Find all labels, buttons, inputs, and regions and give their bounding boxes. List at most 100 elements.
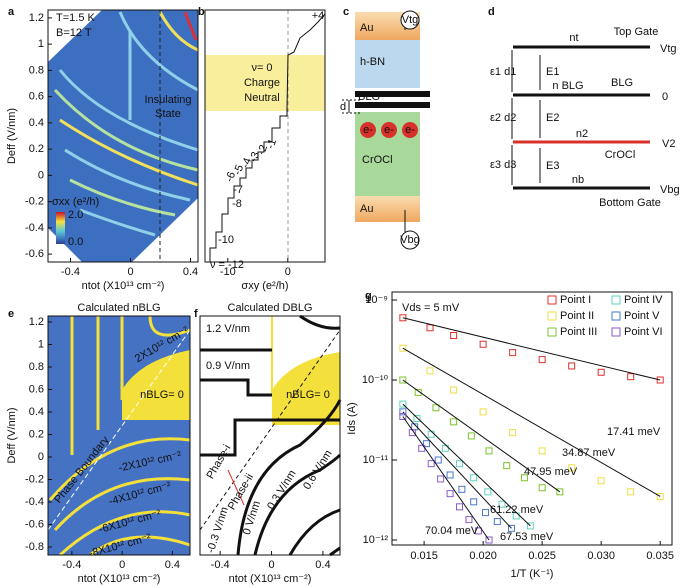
y-tick-label: 0 <box>38 451 44 463</box>
x-axis-label: σxy (e²/h) <box>241 280 288 292</box>
x-tick-label: 0.035 <box>646 550 674 562</box>
y-axis-label: Deff (V/nm) <box>6 407 18 463</box>
data-point <box>485 447 493 455</box>
panel-label: a <box>8 6 15 18</box>
y-tick-label: 0.8 <box>29 64 44 76</box>
annotation: Vtg <box>402 14 419 26</box>
annotation: Vds = 5 mV <box>402 302 460 314</box>
legend-entry: Point IV <box>624 294 663 306</box>
data-point <box>484 488 492 496</box>
data-point <box>597 368 605 376</box>
annotation: 0.9 V/nm <box>206 360 250 372</box>
y-tick-label: -0.4 <box>25 222 44 234</box>
annotation: ν = -12 <box>210 259 244 271</box>
data-point <box>465 516 473 524</box>
fit-line <box>402 416 490 541</box>
y-tick-label: 0.2 <box>29 143 44 155</box>
annotation: ε2 d2 <box>490 112 516 124</box>
data-point <box>458 485 466 493</box>
annotation: Insulating <box>144 94 191 106</box>
y-tick-label: -0.2 <box>25 196 44 208</box>
fit-line <box>402 317 661 381</box>
data-point <box>426 324 434 332</box>
hall-curve <box>209 13 326 262</box>
colorbar <box>56 212 65 244</box>
x-tick-label: 0.4 <box>315 559 330 571</box>
annotation: T=1.5 K <box>56 12 95 24</box>
x-tick-label: 0.020 <box>469 550 497 562</box>
data-point <box>426 367 434 375</box>
x-tick-label: 0.4 <box>183 266 198 278</box>
x-tick-label: 0.4 <box>165 559 180 571</box>
data-point <box>450 418 458 426</box>
y-tick-label: 1.2 <box>29 12 44 24</box>
y-tick-label: -0.6 <box>25 518 44 530</box>
data-point <box>456 460 464 468</box>
annotation: 0.3 V/nm <box>265 468 299 512</box>
annotation: 0.6 V/nm <box>301 448 335 492</box>
fit-line <box>402 411 512 529</box>
annotation: 1.2 V/nm <box>206 323 250 335</box>
annotation: CrOCl <box>362 154 393 166</box>
data-point <box>656 376 664 384</box>
y-tick-label: -0.8 <box>25 541 44 553</box>
legend-marker <box>611 295 621 305</box>
data-point <box>427 430 435 438</box>
panel-label: b <box>198 6 205 18</box>
annotation: -2 <box>256 143 271 156</box>
data-point <box>422 440 430 448</box>
x-tick-label: 0.025 <box>528 550 556 562</box>
density-contours <box>48 315 191 557</box>
annotation: ν= 0 <box>251 62 272 74</box>
fit-label: 17.41 meV <box>607 426 661 438</box>
capacitor-model <box>511 45 650 190</box>
legend-marker <box>547 327 557 337</box>
y-tick-label: 1 <box>38 38 44 50</box>
data-point <box>399 400 407 408</box>
x-tick-label: -0.4 <box>61 266 80 278</box>
y-tick-label: 1.2 <box>29 316 44 328</box>
au-bottom <box>355 196 420 222</box>
annotation: +4 <box>312 10 325 22</box>
data-point <box>450 386 458 394</box>
y-tick-label: 1 <box>38 338 44 350</box>
data-point <box>450 332 458 340</box>
data-point <box>446 490 454 498</box>
annotation: E3 <box>546 160 559 172</box>
y-tick-label: 10⁻¹² <box>363 534 389 546</box>
data-point <box>538 484 546 492</box>
heatmap-stripes <box>53 11 199 237</box>
annotation: -10 <box>218 234 234 246</box>
data-point <box>509 429 517 437</box>
zero-region <box>272 352 340 425</box>
data-point <box>470 498 478 506</box>
annotation: BLG <box>611 77 633 89</box>
plot-frame <box>199 315 341 556</box>
annotation: nBLG= 0 <box>286 389 330 401</box>
data-point <box>526 522 534 530</box>
annotation: e- <box>363 124 373 136</box>
y-tick-label: 10⁻⁹ <box>365 294 388 306</box>
fit-label: 34.87 meV <box>562 447 616 459</box>
x-axis-label: ntot (X10¹³ cm⁻²) <box>78 573 161 585</box>
annotation: ε3 d3 <box>490 159 516 171</box>
annotation: Phase-i <box>204 443 233 481</box>
fit-label: 67.53 meV <box>500 531 554 543</box>
data-point <box>399 314 407 322</box>
legend-entry: Point II <box>560 310 594 322</box>
fit-line <box>402 347 661 497</box>
y-tick-label: -0.6 <box>25 248 44 260</box>
fit-label: 61.22 meV <box>490 504 544 516</box>
fit-label: 70.04 meV <box>425 525 479 537</box>
data-point <box>399 412 407 420</box>
y-axis-label: Ids (A) <box>346 402 358 434</box>
data-point <box>509 349 517 357</box>
legend-marker <box>611 327 621 337</box>
annotation: nt <box>569 32 578 44</box>
y-tick-label: -0.4 <box>25 496 44 508</box>
data-point <box>481 509 489 517</box>
y-tick-label: 0 <box>38 169 44 181</box>
colorbar-tick: 0.0 <box>68 236 83 248</box>
panel-label: g <box>365 290 372 302</box>
